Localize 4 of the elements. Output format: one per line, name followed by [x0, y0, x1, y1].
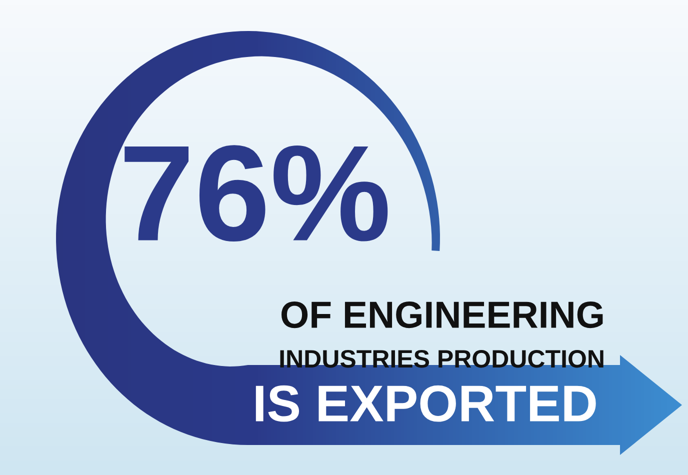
text: OF ENGINEERING	[282, 302, 603, 328]
text: INDUSTRIES PRODUCTION	[280, 350, 604, 368]
text: IS EXPORTED	[256, 385, 596, 422]
data-label: 76%	[124, 145, 388, 242]
